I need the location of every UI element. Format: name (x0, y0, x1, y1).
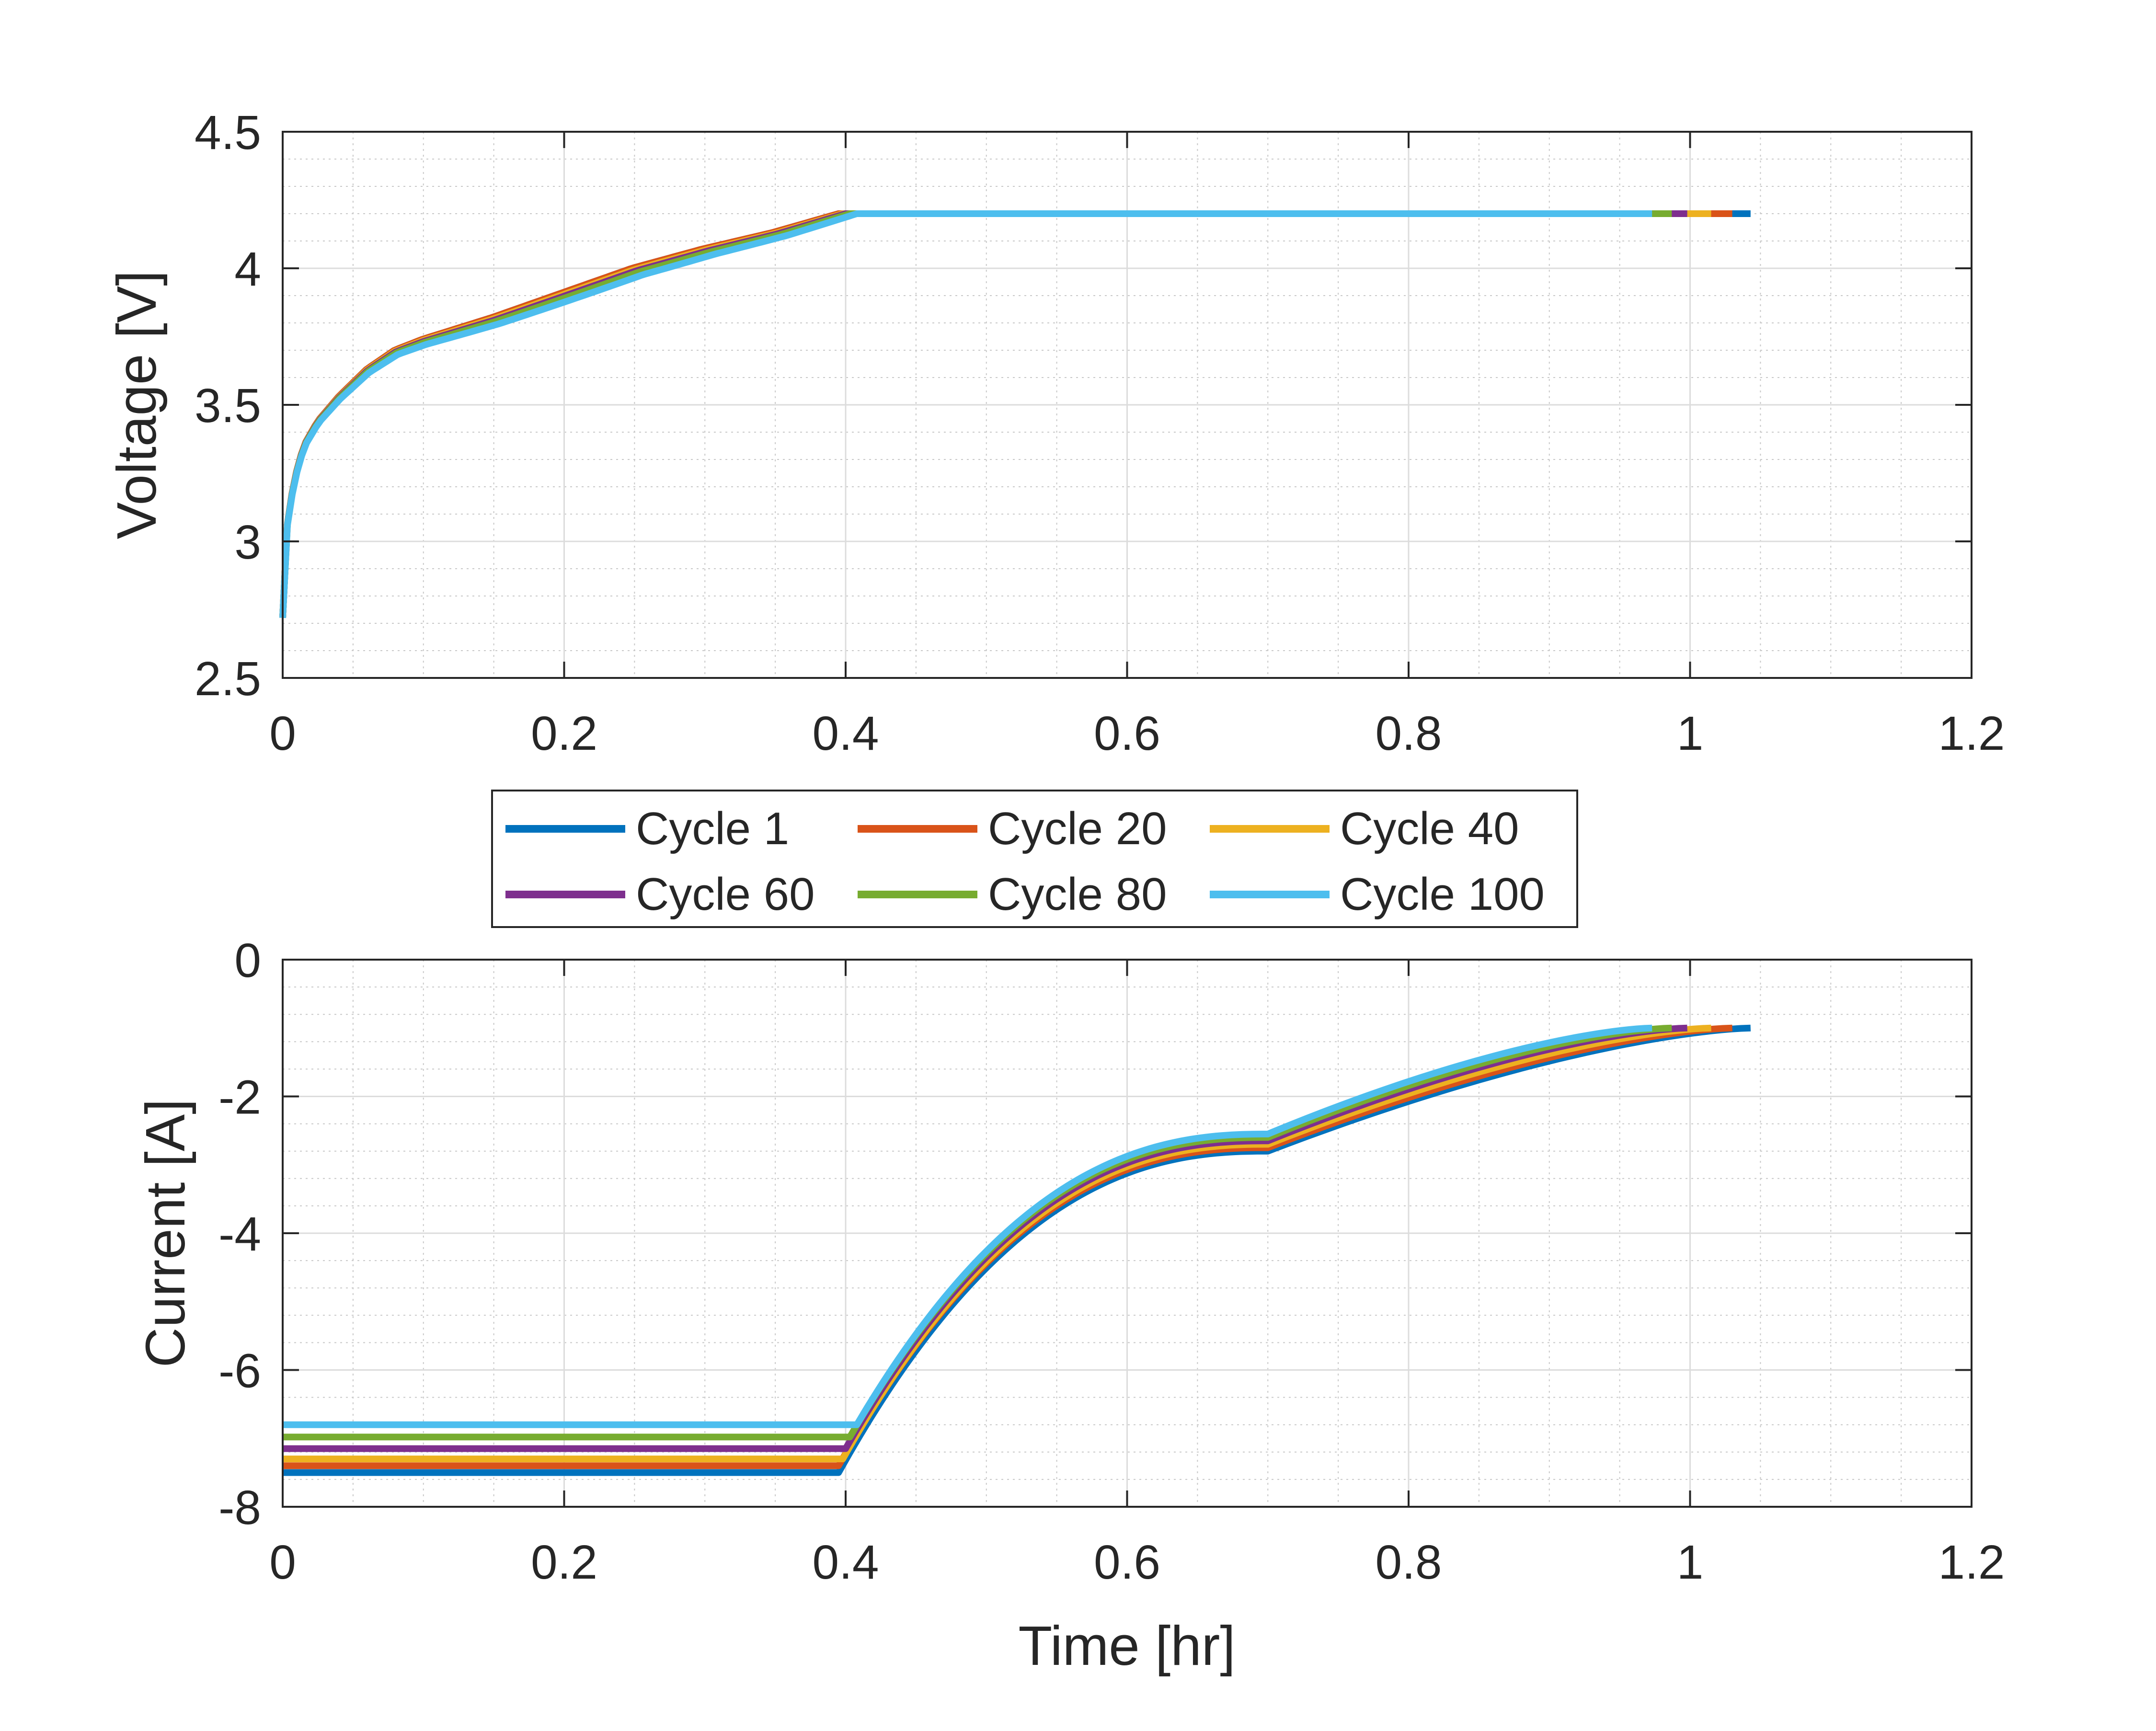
current-line-cycle-100 (283, 1024, 1652, 1428)
x-tick-label: 0.2 (531, 1536, 597, 1589)
current-plot: 0 0.2 0.4 0.6 0.8 1 1.2 -8-6-4-20 Current [A] … (134, 934, 2005, 1677)
legend-label-cycle-100: Cycle 100 (1340, 869, 1545, 920)
legend-label-cycle-40: Cycle 40 (1340, 803, 1519, 854)
legend-label-cycle-1: Cycle 1 (636, 803, 789, 854)
voltage-x-tick-labels: 0 0.2 0.4 0.6 0.8 1 1.2 (269, 707, 2005, 760)
legend-entry-cycle-40: Cycle 40 (1210, 803, 1519, 854)
y-tick-label: 3 (234, 516, 261, 569)
y-tick-label: 2.5 (195, 652, 261, 706)
legend-entry-cycle-80: Cycle 80 (858, 869, 1167, 920)
x-tick-label: 1 (1677, 1536, 1704, 1589)
legend-label-cycle-20: Cycle 20 (988, 803, 1167, 854)
current-series-lines (283, 1024, 1751, 1476)
current-y-tick-labels: -8 -6 -4 -2 0 (218, 934, 261, 1535)
x-tick-label: 0 (269, 1536, 296, 1589)
x-tick-label: 0.8 (1375, 707, 1442, 760)
legend-entry-cycle-1: Cycle 1 (505, 803, 789, 854)
x-tick-label: 1.2 (1938, 1536, 2005, 1589)
legend-entry-cycle-60: Cycle 60 (505, 869, 815, 920)
x-tick-label: 1 (1677, 707, 1704, 760)
x-tick-label: 0.2 (531, 707, 597, 760)
legend-entry-cycle-20: Cycle 20 (858, 803, 1167, 854)
voltage-minor-grid (283, 132, 1972, 678)
legend: Cycle 1 Cycle 20 Cycle 40 Cycle 60 Cycle… (491, 790, 1578, 928)
legend-entry-cycle-100: Cycle 100 (1210, 869, 1545, 920)
x-tick-label: 0.6 (1094, 1536, 1160, 1589)
y-tick-label: 3.5 (195, 379, 261, 433)
x-tick-label: 0.4 (812, 1536, 879, 1589)
x-tick-label: 0 (269, 707, 296, 760)
y-tick-label: -2 (218, 1071, 261, 1124)
current-y-axis-label: Current [A] (134, 1099, 196, 1368)
x-tick-label: 1.2 (1938, 707, 2005, 760)
y-tick-label: 0 (234, 934, 261, 987)
voltage-plot: 0 0.2 0.4 0.6 0.8 1 1.2 2.5 3 3.5 4 4.5 Voltage [V… (105, 106, 2005, 760)
current-x-tick-labels: 0 0.2 0.4 0.6 0.8 1 1.2 (269, 1536, 2005, 1589)
voltage-tick-marks (282, 131, 1973, 679)
x-tick-label: 0.4 (812, 707, 879, 760)
voltage-y-axis-label: Voltage [V] (105, 270, 168, 539)
current-x-axis-label: Time [hr] (1018, 1615, 1235, 1677)
x-tick-label: 0.6 (1094, 707, 1160, 760)
current-tick-marks (282, 959, 1973, 1508)
voltage-series-lines (279, 210, 1751, 618)
y-tick-label: -6 (218, 1344, 261, 1398)
voltage-line-cycle-100 (279, 210, 1652, 618)
current-minor-grid (283, 960, 1972, 1507)
legend-label-cycle-60: Cycle 60 (636, 869, 815, 920)
y-tick-label: -4 (218, 1207, 261, 1261)
y-tick-label: 4 (234, 242, 261, 296)
y-tick-label: 4.5 (195, 106, 261, 160)
legend-box (491, 790, 1578, 928)
x-tick-label: 0.8 (1375, 1536, 1442, 1589)
legend-label-cycle-80: Cycle 80 (988, 869, 1167, 920)
voltage-y-tick-labels: 2.5 3 3.5 4 4.5 (195, 106, 261, 706)
y-tick-label: -8 (218, 1481, 261, 1535)
